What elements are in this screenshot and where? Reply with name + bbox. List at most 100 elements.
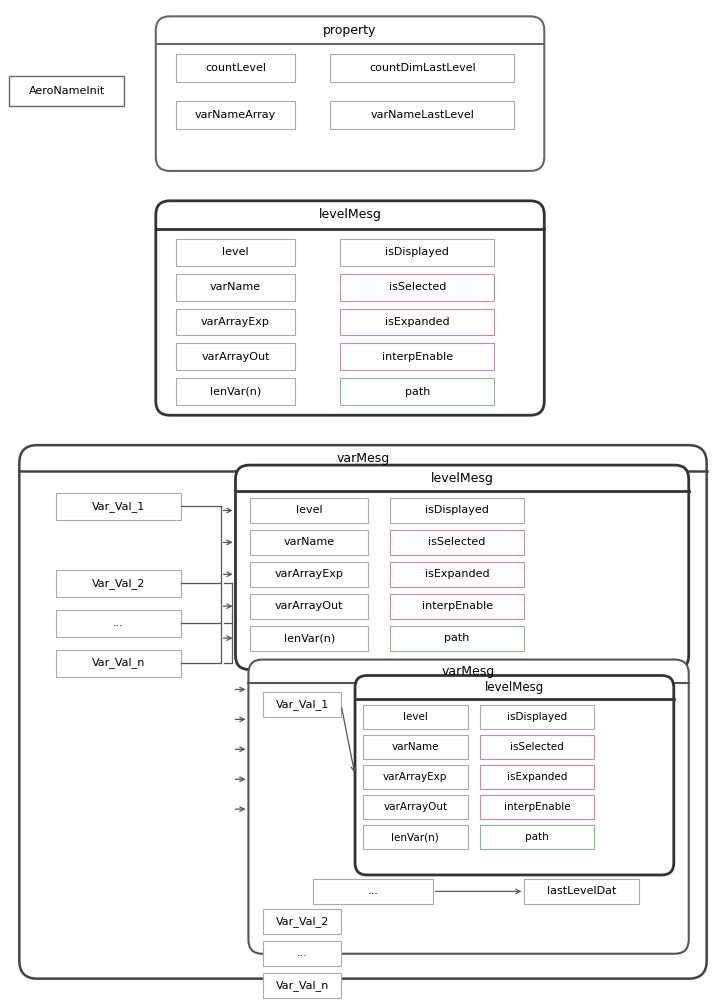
Text: lastLevelDat: lastLevelDat [547, 886, 616, 896]
Bar [363, 795, 468, 819]
Text: Var_Val_n: Var_Val_n [92, 658, 145, 668]
Text: isExpanded: isExpanded [385, 317, 450, 327]
Text: level: level [296, 505, 322, 515]
Bar [176, 274, 295, 301]
Text: lenVar(n): lenVar(n) [391, 832, 439, 842]
Bar [176, 309, 295, 335]
Bar [56, 493, 181, 520]
Bar [263, 909, 341, 934]
Bar [363, 705, 468, 729]
Text: interpEnable: interpEnable [422, 601, 492, 611]
Bar [176, 378, 295, 405]
Bar [176, 343, 295, 370]
Text: isDisplayed: isDisplayed [425, 505, 489, 515]
Text: ...: ... [113, 618, 124, 628]
FancyBboxPatch shape [355, 676, 674, 875]
Bar [330, 54, 514, 82]
Text: ...: ... [367, 886, 378, 896]
Text: Var_Val_2: Var_Val_2 [275, 916, 329, 927]
Text: varName: varName [392, 742, 439, 752]
Bar [330, 101, 514, 129]
Bar [263, 941, 341, 966]
Bar [479, 825, 594, 849]
Text: lenVar(n): lenVar(n) [210, 387, 261, 397]
Bar [479, 765, 594, 789]
Text: interpEnable: interpEnable [382, 352, 453, 362]
Bar [250, 626, 368, 651]
Text: varMesg: varMesg [336, 452, 390, 465]
Bar [250, 594, 368, 619]
Bar [363, 825, 468, 849]
Text: level: level [222, 247, 249, 257]
Text: varName: varName [210, 282, 261, 292]
FancyBboxPatch shape [249, 660, 689, 954]
Text: levelMesg: levelMesg [485, 681, 544, 694]
Bar [176, 239, 295, 266]
Text: varArrayOut: varArrayOut [383, 802, 448, 812]
FancyBboxPatch shape [20, 445, 706, 979]
Bar [390, 498, 524, 523]
Bar [9, 76, 124, 106]
Bar [263, 692, 341, 717]
Text: path: path [525, 832, 549, 842]
Bar [479, 705, 594, 729]
Text: varArrayExp: varArrayExp [383, 772, 448, 782]
Text: countLevel: countLevel [205, 63, 266, 73]
Text: isDisplayed: isDisplayed [507, 712, 567, 722]
Bar [390, 562, 524, 587]
Bar [390, 626, 524, 651]
FancyBboxPatch shape [155, 201, 544, 415]
Text: path: path [405, 387, 430, 397]
Text: AeroNameInit: AeroNameInit [28, 86, 105, 96]
Bar [390, 530, 524, 555]
Bar [250, 530, 368, 555]
FancyBboxPatch shape [155, 16, 544, 171]
Text: varMesg: varMesg [442, 665, 495, 678]
Text: varNameArray: varNameArray [195, 110, 276, 120]
Bar [479, 735, 594, 759]
Text: isExpanded: isExpanded [425, 569, 489, 579]
Bar [56, 650, 181, 677]
Text: isSelected: isSelected [510, 742, 564, 752]
Text: isSelected: isSelected [388, 282, 446, 292]
Bar [176, 54, 295, 82]
Text: property: property [323, 24, 377, 37]
Text: varArrayExp: varArrayExp [275, 569, 343, 579]
Bar [340, 309, 495, 335]
Text: Var_Val_2: Var_Val_2 [92, 578, 145, 589]
Bar [340, 378, 495, 405]
Text: lenVar(n): lenVar(n) [283, 633, 335, 643]
Text: varNameLastLevel: varNameLastLevel [370, 110, 474, 120]
Text: varArrayOut: varArrayOut [201, 352, 270, 362]
Text: isDisplayed: isDisplayed [385, 247, 449, 257]
Text: varArrayOut: varArrayOut [275, 601, 343, 611]
FancyBboxPatch shape [236, 465, 689, 670]
Bar [524, 879, 639, 904]
Text: Var_Val_1: Var_Val_1 [92, 501, 145, 512]
Bar [250, 498, 368, 523]
Bar [390, 594, 524, 619]
Text: ...: ... [296, 948, 308, 958]
Bar [340, 239, 495, 266]
Text: levelMesg: levelMesg [319, 208, 382, 221]
Bar [340, 343, 495, 370]
Text: level: level [403, 712, 428, 722]
Text: interpEnable: interpEnable [503, 802, 570, 812]
Text: varArrayExp: varArrayExp [201, 317, 270, 327]
Bar [250, 562, 368, 587]
Text: path: path [445, 633, 470, 643]
Bar [479, 795, 594, 819]
Text: isExpanded: isExpanded [507, 772, 567, 782]
Bar [363, 735, 468, 759]
Bar [313, 879, 433, 904]
Text: varName: varName [283, 537, 335, 547]
Bar [176, 101, 295, 129]
Text: countDimLastLevel: countDimLastLevel [369, 63, 476, 73]
Bar [56, 570, 181, 597]
Text: isSelected: isSelected [429, 537, 486, 547]
Text: levelMesg: levelMesg [431, 472, 494, 485]
Bar [340, 274, 495, 301]
Bar [363, 765, 468, 789]
Bar [263, 973, 341, 998]
Bar [56, 610, 181, 637]
